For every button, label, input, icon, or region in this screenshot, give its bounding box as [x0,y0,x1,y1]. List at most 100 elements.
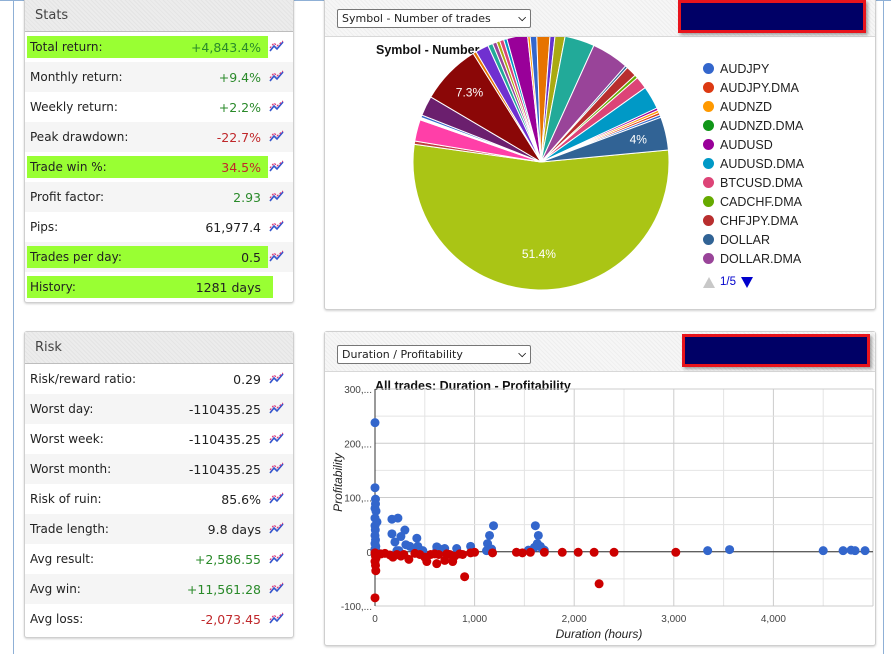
stats-row: History: 1281 days [25,272,293,302]
stats-row: Pips: 61,977.4 [25,212,293,242]
data-point-losses[interactable] [422,557,432,567]
legend-label: AUDUSD [720,137,773,152]
data-point-losses[interactable] [539,547,549,557]
data-point-losses[interactable] [594,579,604,589]
stat-label: Worst day: [30,402,94,416]
stat-value: 2.93 [233,189,261,205]
legend-color-dot [703,253,714,264]
data-point-losses[interactable] [488,548,498,558]
data-point-losses[interactable] [589,547,599,557]
data-point-wins[interactable] [400,525,410,535]
stat-value: 34.5% [221,159,261,175]
data-point-wins[interactable] [489,521,499,531]
data-point-wins[interactable] [838,546,848,556]
data-point-wins[interactable] [370,418,380,428]
chart-trend-icon[interactable] [269,372,289,386]
chart-trend-icon[interactable] [269,462,289,476]
legend-color-dot [703,139,714,150]
data-point-losses[interactable] [525,547,535,557]
risk-rows: Risk/reward ratio: 0.29 Worst day: -110435.… [25,364,293,634]
legend-item[interactable]: AUDUSD.DMA [703,154,804,173]
pie-slice-s-magenta[interactable] [506,37,542,163]
legend-item[interactable]: CADCHF.DMA [703,192,804,211]
legend-color-dot [703,101,714,112]
chart-trend-icon[interactable] [269,612,289,626]
stat-value: -22.7% [216,129,261,145]
chart-trend-icon[interactable] [269,160,289,174]
x-axis-title: Duration (hours) [556,627,643,641]
chart-trend-icon[interactable] [269,40,289,54]
data-point-losses[interactable] [460,572,470,582]
chart-trend-icon[interactable] [269,582,289,596]
chart-trend-icon[interactable] [269,100,289,114]
legend-prev-icon[interactable] [703,276,715,288]
page-border-left [13,0,14,654]
chart-trend-icon[interactable] [269,552,289,566]
legend-item[interactable]: DOLLAR.DMA [703,249,804,268]
data-point-losses[interactable] [573,547,583,557]
data-point-wins[interactable] [818,546,828,556]
data-point-wins[interactable] [530,521,540,531]
data-point-losses[interactable] [404,554,414,564]
chart-type-select[interactable]: Symbol - Number of trades ⌵ [337,9,531,28]
legend-item[interactable]: BTCUSD.DMA [703,173,804,192]
data-point-wins[interactable] [850,546,860,556]
chart-trend-icon[interactable] [269,522,289,536]
chart-type-select-2[interactable]: Duration / Profitability ⌵ [337,345,531,364]
data-point-wins[interactable] [412,533,422,543]
pie-slice-s-olive[interactable] [540,37,566,163]
chart-trend-icon[interactable] [269,492,289,506]
data-point-losses[interactable] [609,547,619,557]
pie-slice-s-dollar[interactable] [540,116,669,163]
data-point-losses[interactable] [432,559,442,569]
legend-item[interactable]: AUDJPY [703,59,804,78]
legend-item[interactable]: AUDJPY.DMA [703,78,804,97]
data-point-wins[interactable] [370,483,380,493]
chart-trend-icon[interactable] [269,250,289,264]
data-point-wins[interactable] [533,530,543,540]
data-point-losses[interactable] [371,566,381,576]
stat-value: 61,977.4 [205,219,261,235]
data-point-wins[interactable] [393,513,403,523]
chart-trend-icon[interactable] [269,130,289,144]
chart-trend-icon[interactable] [269,190,289,204]
data-point-losses[interactable] [671,547,681,557]
stat-label: Total return: [30,40,103,54]
chart-trend-icon[interactable] [269,432,289,446]
data-point-wins[interactable] [396,532,406,542]
data-point-wins[interactable] [390,537,400,547]
chart-trend-icon[interactable] [269,220,289,234]
y-tick-label: 300,... [344,385,372,396]
data-point-wins[interactable] [485,530,495,540]
data-point-wins[interactable] [860,546,870,556]
chevron-down-icon: ⌵ [518,349,526,360]
legend-item[interactable]: AUDUSD [703,135,804,154]
data-point-losses[interactable] [434,549,444,559]
risk-panel-header: Risk [25,332,293,364]
y-axis-title: Profitability [331,452,345,512]
pie-slice-s-thin3[interactable] [527,37,542,163]
legend-item[interactable]: DOLLAR [703,230,804,249]
data-point-losses[interactable] [557,547,567,557]
data-point-wins[interactable] [725,545,735,555]
legend-item[interactable]: CHFJPY.DMA [703,211,804,230]
data-point-losses[interactable] [517,548,527,558]
data-point-wins[interactable] [703,546,713,556]
pie-slice-s-orange[interactable] [536,37,551,163]
data-point-wins[interactable] [371,506,381,516]
chart-trend-icon[interactable] [269,402,289,416]
legend-item[interactable]: AUDNZD [703,97,804,116]
x-tick-label: 2,000 [562,614,587,625]
data-point-losses[interactable] [370,593,380,603]
legend-item[interactable]: AUDNZD.DMA [703,116,804,135]
legend-next-icon[interactable] [741,276,753,288]
data-point-wins[interactable] [387,529,397,539]
chart-trend-icon[interactable] [269,70,289,84]
risk-panel: Risk Risk/reward ratio: 0.29 Worst day: -11… [24,331,294,638]
pie-slice-CADCHF.DMA-main[interactable] [412,143,670,291]
stat-value: 0.5 [241,249,261,265]
data-point-losses[interactable] [470,547,480,557]
data-point-losses[interactable] [458,549,468,559]
scatter-chart-panel: Duration / Profitability ⌵ All trades: D… [324,331,876,646]
stat-label: Monthly return: [30,70,123,84]
